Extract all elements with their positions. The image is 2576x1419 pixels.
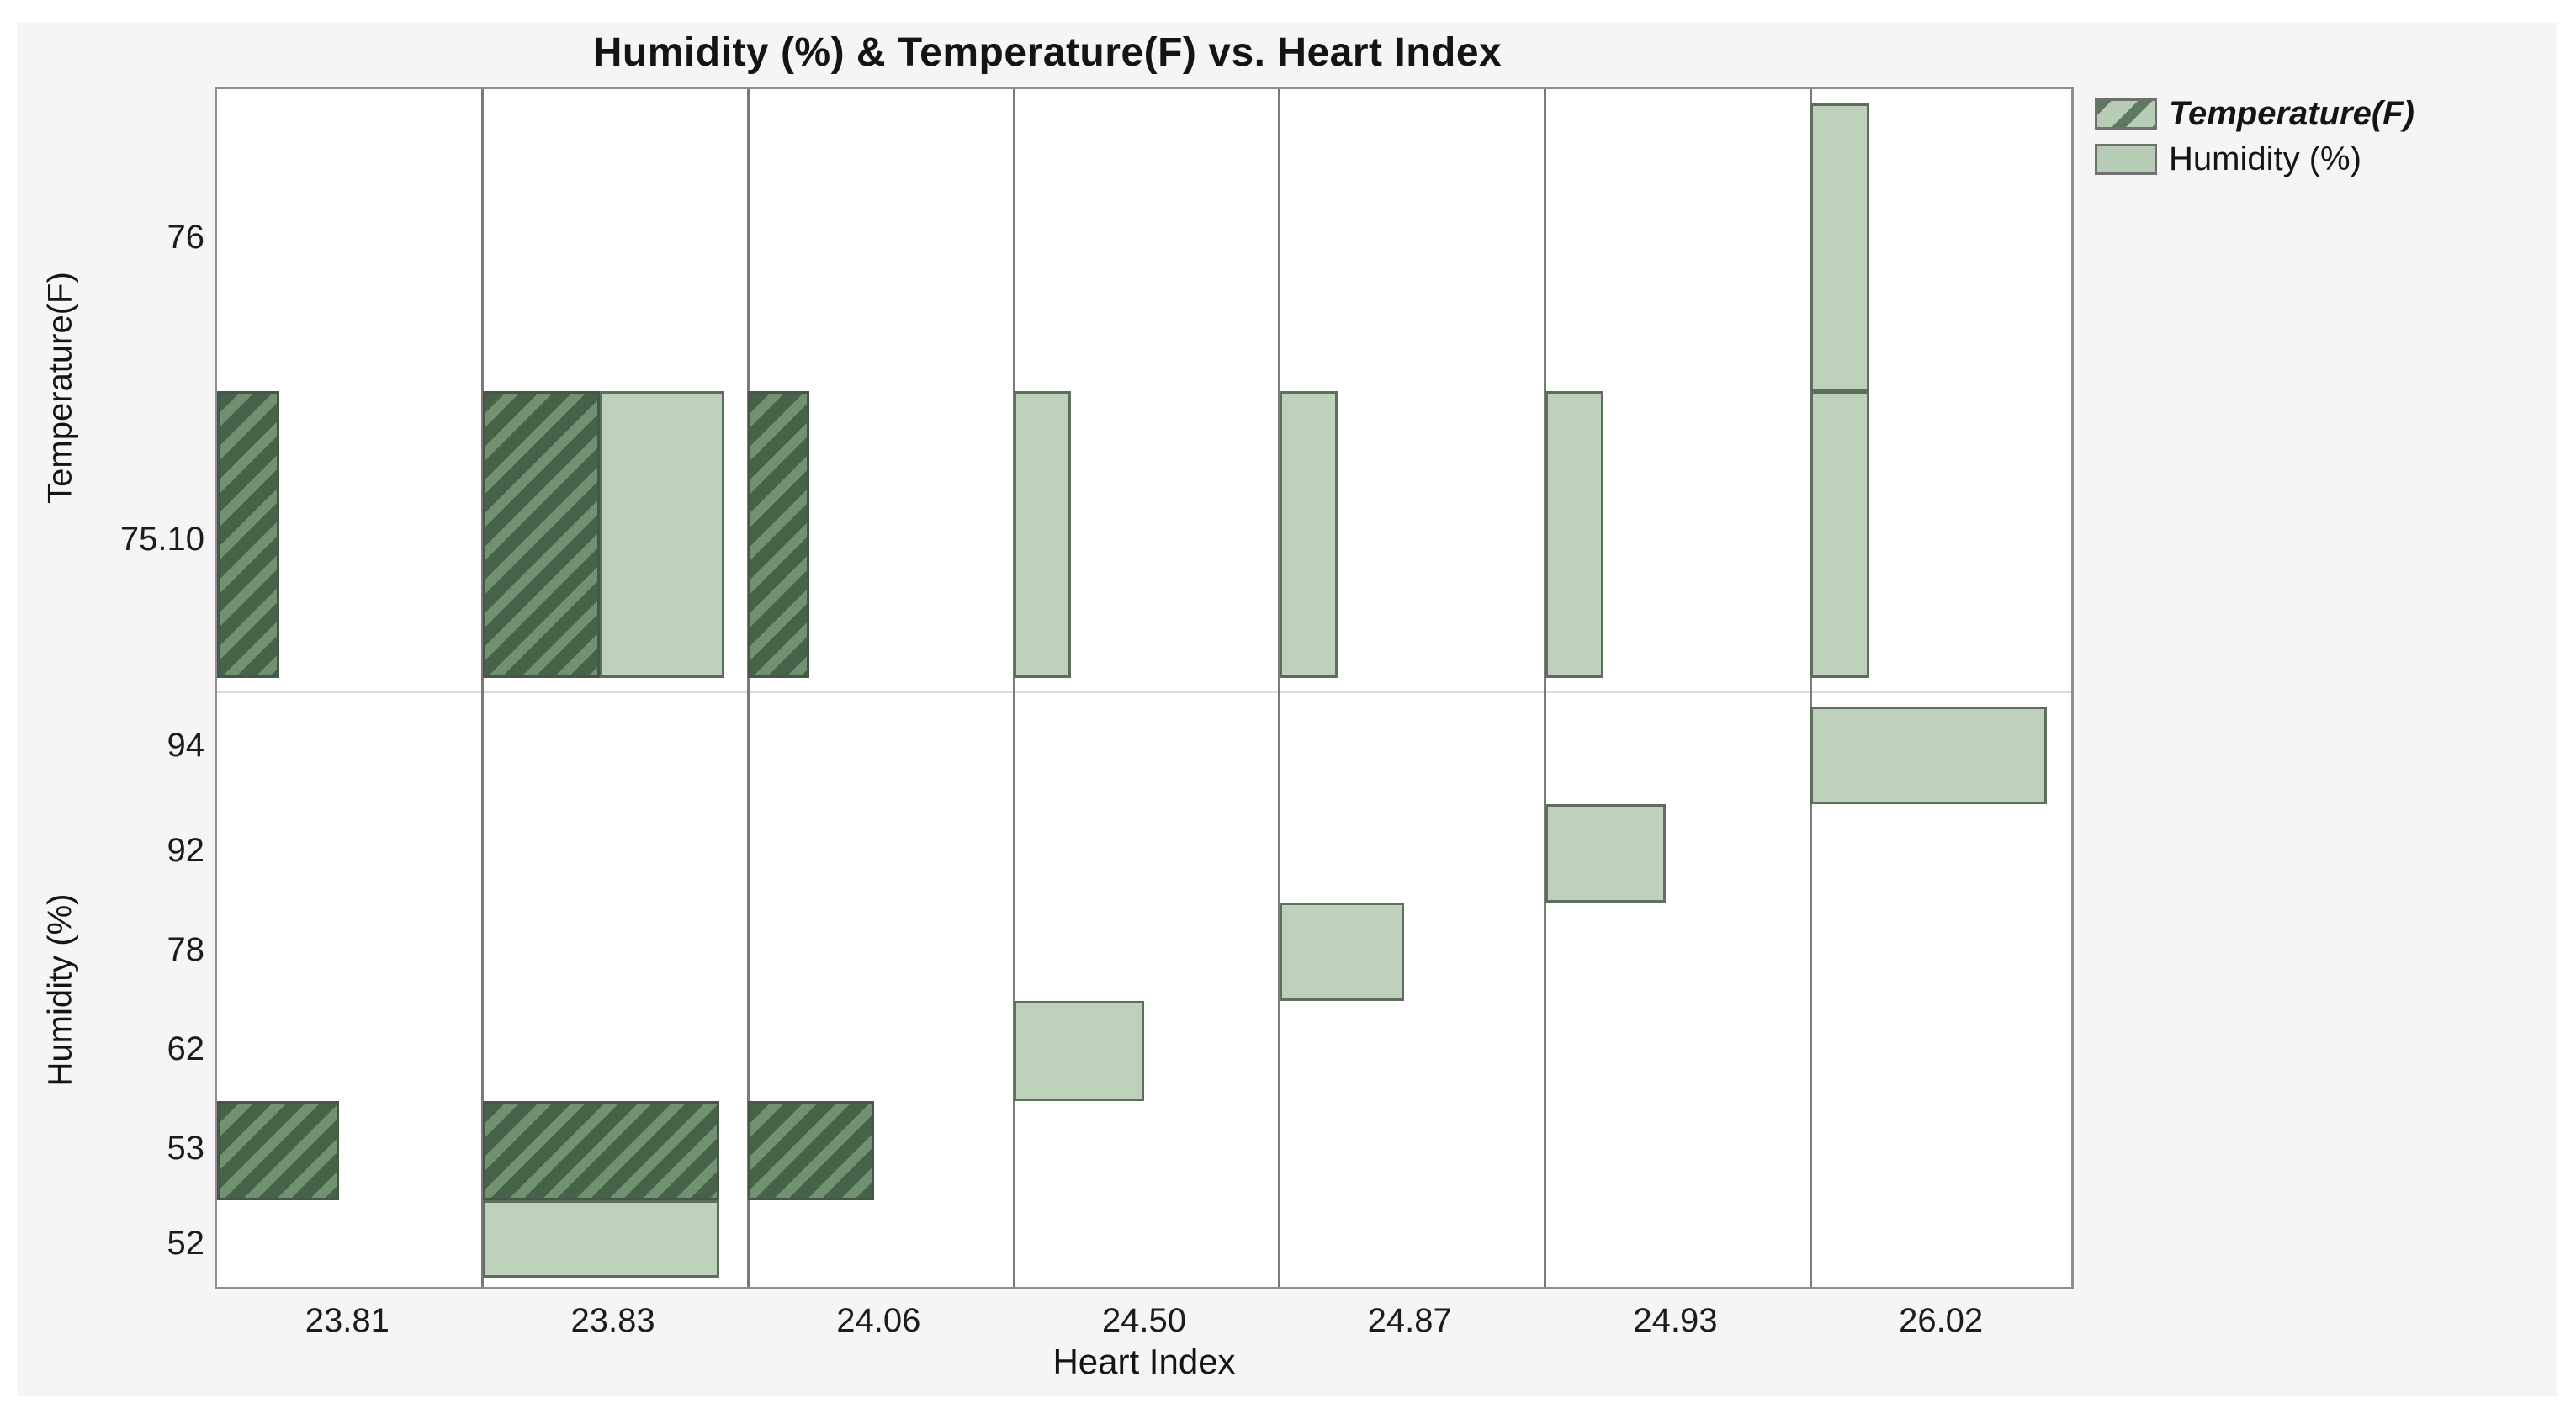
y-tick-label: 78 bbox=[167, 930, 205, 968]
column-divider bbox=[1278, 89, 1281, 1287]
column-divider bbox=[1012, 89, 1015, 1287]
legend-label-temperature: Temperature(F) bbox=[2169, 95, 2414, 132]
y-tick-label: 62 bbox=[167, 1030, 205, 1067]
column-divider bbox=[1809, 89, 1812, 1287]
column-divider bbox=[746, 89, 750, 1287]
x-tick-label: 24.87 bbox=[1367, 1302, 1452, 1339]
bar-humidity-x24.50-y62[interactable] bbox=[1014, 1001, 1144, 1102]
y-tick-label: 75.10 bbox=[119, 520, 204, 558]
legend-label-humidity: Humidity (%) bbox=[2169, 140, 2361, 177]
legend-swatch-humidity-icon bbox=[2095, 143, 2157, 175]
y-tick-label: 53 bbox=[167, 1130, 205, 1167]
bar-humidity-x24.93-y92[interactable] bbox=[1545, 803, 1667, 903]
bar-temperature-x24.06-y53[interactable] bbox=[748, 1101, 875, 1200]
bar-temperature-x23.83-y53[interactable] bbox=[482, 1101, 719, 1200]
bar-temperature-x23.81-y75.10[interactable] bbox=[217, 390, 280, 678]
bar-humidity-x26.02-y75.10[interactable] bbox=[1810, 390, 1869, 678]
x-tick-label: 24.50 bbox=[1101, 1302, 1187, 1339]
column-divider bbox=[481, 89, 485, 1287]
x-tick-label: 24.06 bbox=[836, 1302, 921, 1339]
legend-item-temperature[interactable]: Temperature(F) bbox=[2095, 95, 2414, 132]
bar-temperature-x23.83-y75.10[interactable] bbox=[482, 390, 600, 678]
legend-swatch-temperature-icon bbox=[2095, 98, 2157, 130]
y-tick-label: 92 bbox=[167, 832, 205, 870]
x-tick-label: 23.83 bbox=[570, 1302, 655, 1339]
bar-humidity-x23.83-y75.10[interactable] bbox=[599, 390, 724, 678]
bar-humidity-x24.87-y75.10[interactable] bbox=[1279, 390, 1338, 678]
figure-background: Humidity (%) & Temperature(F) vs. Heart … bbox=[17, 23, 2557, 1396]
bar-temperature-x23.81-y53[interactable] bbox=[217, 1101, 340, 1200]
y-tick-label: 52 bbox=[167, 1225, 205, 1263]
x-tick-label: 23.81 bbox=[305, 1302, 390, 1339]
chart-title: Humidity (%) & Temperature(F) vs. Heart … bbox=[592, 30, 1503, 75]
x-tick-label: 24.93 bbox=[1633, 1302, 1718, 1339]
bar-temperature-x24.06-y75.10[interactable] bbox=[748, 390, 810, 678]
panel-separator bbox=[217, 691, 2071, 693]
x-tick-label: 26.02 bbox=[1899, 1302, 1984, 1339]
legend-item-humidity[interactable]: Humidity (%) bbox=[2095, 140, 2414, 177]
x-axis-label: Heart Index bbox=[1052, 1342, 1236, 1381]
bar-humidity-x24.87-y78[interactable] bbox=[1279, 903, 1405, 1002]
legend: Temperature(F) Humidity (%) bbox=[2095, 95, 2414, 177]
bar-humidity-x26.02-y76[interactable] bbox=[1810, 103, 1869, 391]
y-axis-label-temperature: Temperature(F) bbox=[41, 272, 79, 504]
bar-humidity-x26.02-y94[interactable] bbox=[1810, 707, 2048, 804]
plot-area bbox=[215, 87, 2074, 1289]
y-tick-label: 94 bbox=[167, 727, 205, 765]
column-divider bbox=[1544, 89, 1547, 1287]
y-tick-label: 76 bbox=[167, 219, 205, 257]
bar-humidity-x24.50-y75.10[interactable] bbox=[1014, 390, 1072, 678]
bar-humidity-x23.83-y52[interactable] bbox=[482, 1199, 719, 1278]
bar-humidity-x24.93-y75.10[interactable] bbox=[1545, 390, 1604, 678]
